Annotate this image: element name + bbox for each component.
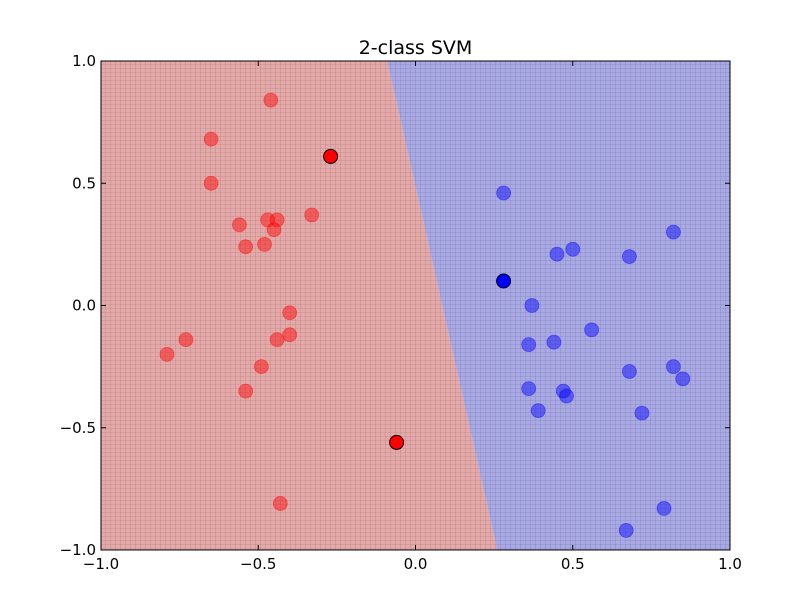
red-training-point xyxy=(178,332,194,348)
x-axis: −1.0 −0.5 0.0 0.5 1.0 xyxy=(83,61,742,573)
red-training-point xyxy=(203,175,219,191)
blue-training-point xyxy=(666,224,681,240)
blue-training-point xyxy=(675,371,691,387)
y-tick-label: −0.5 xyxy=(60,419,96,437)
blue-training-point xyxy=(555,383,571,399)
blue-training-point xyxy=(496,185,512,201)
red-training-point xyxy=(282,305,298,321)
blue-training-point xyxy=(524,298,540,313)
red-training-point xyxy=(203,131,219,147)
red-training-point xyxy=(304,207,320,223)
red-training-point xyxy=(260,212,276,228)
blue-training-point xyxy=(546,334,562,350)
red-training-point xyxy=(238,383,254,399)
blue-training-point xyxy=(622,249,637,265)
red-training-point xyxy=(269,332,285,348)
x-tick-label: 1.0 xyxy=(718,555,742,573)
blue-training-point xyxy=(622,364,637,379)
x-tick-label: −1.0 xyxy=(83,555,119,573)
red-highlighted-point xyxy=(389,434,405,450)
blue-training-point xyxy=(634,405,650,421)
blue-training-point xyxy=(521,337,537,353)
blue-training-point xyxy=(618,523,634,538)
red-training-point xyxy=(253,359,269,375)
red-training-point xyxy=(257,236,272,252)
blue-training-point xyxy=(584,322,599,338)
red-training-point xyxy=(159,346,175,362)
red-training-point xyxy=(266,222,282,238)
data-points xyxy=(159,92,691,538)
blue-training-point xyxy=(530,403,546,419)
red-training-point xyxy=(238,239,254,255)
blue-training-point xyxy=(549,246,565,262)
x-tick-label: −0.5 xyxy=(240,555,276,573)
decision-mesh xyxy=(101,61,730,550)
blue-training-point xyxy=(521,381,537,397)
y-tick-label: 0.5 xyxy=(72,174,96,192)
x-tick-label: 0.5 xyxy=(561,555,585,573)
blue-training-point xyxy=(666,359,681,375)
red-training-point xyxy=(272,496,288,511)
red-highlighted-point xyxy=(323,148,339,164)
blue-training-point xyxy=(559,388,574,404)
y-axis: −1.0 −0.5 0.0 0.5 1.0 xyxy=(60,52,730,559)
y-tick-label: 1.0 xyxy=(72,52,96,70)
blue-training-point xyxy=(656,500,672,516)
red-training-point xyxy=(269,212,285,228)
chart-title: 2-class SVM xyxy=(359,37,473,59)
y-tick-label: 0.0 xyxy=(72,297,96,315)
blue-training-point xyxy=(565,241,581,257)
red-training-point xyxy=(282,327,298,343)
x-tick-label: 0.0 xyxy=(404,555,428,573)
plot-area xyxy=(101,61,730,550)
blue-highlighted-point xyxy=(496,273,512,289)
red-training-point xyxy=(263,92,279,108)
y-tick-label: −1.0 xyxy=(60,541,96,559)
red-training-point xyxy=(231,217,247,233)
